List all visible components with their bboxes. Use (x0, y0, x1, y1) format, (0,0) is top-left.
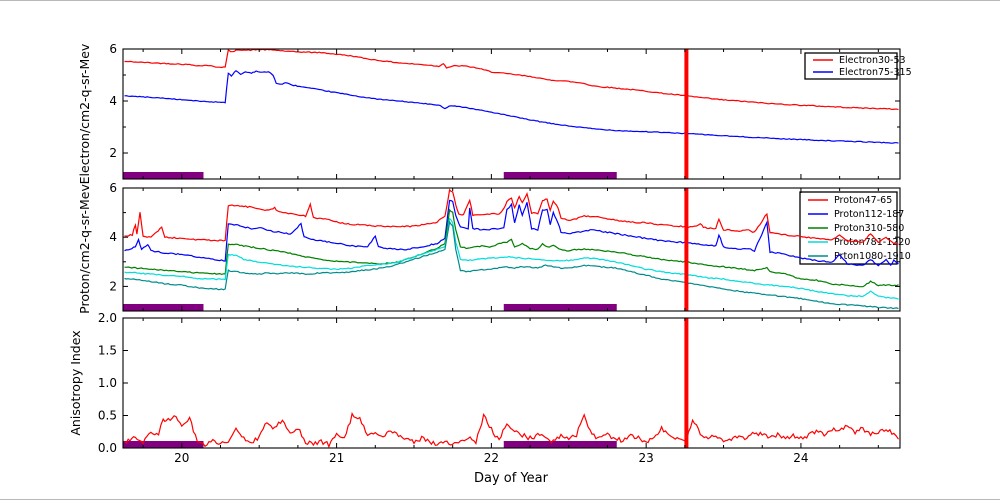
x-tick-label: 22 (484, 451, 499, 465)
plot-area: Electron30-53Electron75-315246Proton47-6… (98, 42, 912, 465)
activity-interval-bar (123, 304, 204, 311)
y-tick-label: 1.5 (98, 344, 117, 358)
y-tick-label: 6 (109, 181, 117, 195)
panel-frame (122, 187, 901, 312)
x-tick-label: 23 (639, 451, 654, 465)
legend-label: Proton112-187 (834, 209, 904, 220)
y-tick-label: 1.0 (98, 376, 117, 390)
electron75-315-series-line (124, 69, 899, 144)
y-tick-label: 2.0 (98, 311, 117, 325)
activity-interval-bar (123, 172, 204, 179)
proton310-580-series-line (124, 208, 899, 288)
x-tick-label: 24 (793, 451, 808, 465)
legend-label: Proton781-1220 (834, 237, 910, 248)
legend-box (804, 52, 898, 80)
legend-label: Electron75-315 (839, 67, 912, 78)
x-axis-label: Day of Year (474, 471, 549, 486)
proton47-65-series-line (124, 188, 899, 245)
y-axis-label: Proton/cm2-q-sr-Mev (77, 184, 92, 314)
proton-flux-legend: Proton47-65 Proton112-187 Proton310-580 Pro… (799, 191, 911, 265)
y-tick-label: 0.5 (98, 409, 117, 423)
proton112-187-series-line (124, 199, 899, 267)
anisotropy-series-line (124, 411, 899, 448)
x-tick-label: 21 (329, 451, 344, 465)
y-tick-label: 4 (109, 230, 117, 244)
y-tick-label: 0.0 (98, 441, 117, 455)
y-tick-label: 2 (109, 279, 117, 293)
anisotropy-panel: 20 21 22 23 24 0.0 0.5 1.0 1.5 2.0 (98, 311, 901, 465)
y-tick-label: 4 (109, 94, 117, 108)
y-tick-label: 6 (109, 42, 117, 56)
proton-flux-panel: Proton47-65 Proton112-187 Proton310-580 Pro… (109, 181, 911, 312)
y-axis-label: Electron/cm2-q-sr-Mev (77, 43, 92, 184)
activity-interval-bar (503, 172, 617, 179)
legend-label: Prton1080-1910 (834, 251, 911, 262)
y-tick-label: 2 (109, 146, 117, 160)
x-tick-label: 20 (174, 451, 189, 465)
legend-label: Proton310-580 (834, 223, 904, 234)
electron30-53-series-line (124, 49, 899, 111)
prton1080-1910-series-line (124, 220, 899, 310)
activity-interval-bar (503, 304, 617, 311)
y-axis-label: Anisotropy Index (68, 330, 83, 435)
proton781-1220-series-line (124, 217, 899, 300)
activity-interval-bar (123, 441, 204, 448)
activity-interval-bar (503, 441, 617, 448)
legend-label: Electron30-53 (839, 55, 906, 66)
panel-frame (122, 48, 901, 180)
legend-label: Proton47-65 (834, 195, 892, 206)
